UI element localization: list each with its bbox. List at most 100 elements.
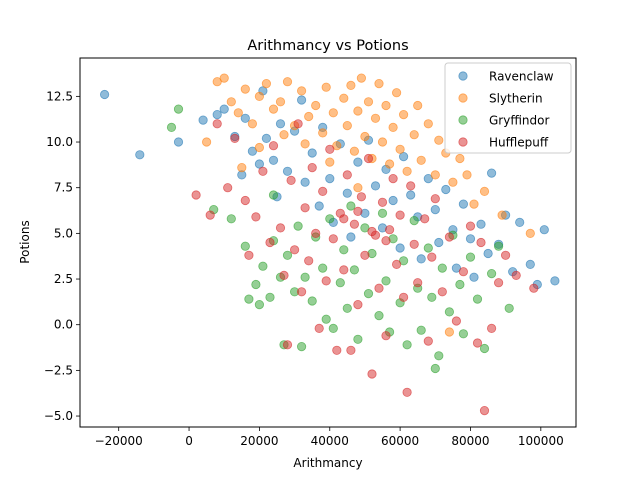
point-gryffindor-25 [339,245,349,255]
point-gryffindor-46 [430,363,440,374]
point-hufflepuff-20 [307,163,317,173]
point-ravenclaw-34 [388,195,398,206]
y-axis: −5.0 −2.5 0.0 2.5 5.0 7.5 10.0 12.5 [44,89,80,423]
point-hufflepuff-68 [339,214,349,224]
point-hufflepuff-49 [409,239,419,249]
point-slytherin-35 [391,88,402,98]
point-slytherin-5 [240,84,250,94]
point-gryffindor-58 [504,303,514,313]
point-ravenclaw-16 [282,166,293,176]
point-ravenclaw-5 [219,104,229,114]
point-hufflepuff-62 [479,405,490,416]
point-hufflepuff-8 [258,166,268,176]
point-gryffindor-26 [342,303,352,313]
x-axis: −20000 0 20000 40000 60000 80000 100000 [95,427,564,448]
point-hufflepuff-56 [444,232,454,242]
legend-marker-ravenclaw [458,71,468,81]
point-hufflepuff-43 [388,174,398,184]
point-hufflepuff-0 [191,190,201,200]
point-slytherin-51 [497,210,507,220]
point-ravenclaw-56 [525,259,535,269]
point-hufflepuff-5 [240,195,250,206]
point-slytherin-59 [237,163,247,173]
point-gryffindor-45 [427,292,437,302]
point-ravenclaw-36 [398,152,409,162]
point-gryffindor-6 [251,279,261,290]
point-ravenclaw-2 [173,137,184,147]
point-hufflepuff-48 [406,181,416,191]
point-gryffindor-49 [444,307,454,317]
y-tick-label: −2.5 [44,363,73,377]
point-hufflepuff-2 [212,119,222,129]
point-hufflepuff-60 [472,338,483,348]
point-ravenclaw-47 [465,234,476,244]
point-hufflepuff-18 [300,203,310,213]
x-axis-label: Arithmancy [293,456,362,470]
point-gryffindor-15 [293,221,303,231]
point-slytherin-29 [370,113,381,123]
point-hufflepuff-27 [332,345,342,355]
point-slytherin-43 [430,170,440,180]
point-gryffindor-21 [321,314,331,324]
point-gryffindor-4 [240,241,250,251]
point-gryffindor-1 [166,122,177,133]
point-ravenclaw-20 [307,148,317,158]
point-slytherin-41 [416,155,426,165]
x-tick-label: 20000 [240,434,278,448]
point-ravenclaw-15 [275,119,286,129]
point-hufflepuff-42 [384,225,395,235]
point-gryffindor-48 [437,263,447,273]
point-hufflepuff-6 [244,250,254,260]
point-hufflepuff-34 [356,192,366,202]
point-ravenclaw-55 [515,217,525,227]
point-slytherin-9 [268,104,279,114]
legend-label-hufflepuff: Hufflepuff [489,136,549,150]
point-gryffindor-35 [381,276,391,286]
point-gryffindor-0 [173,104,184,114]
point-slytherin-27 [363,97,374,107]
x-tick-label: −20000 [95,434,143,448]
plot-frame [79,57,577,428]
point-slytherin-21 [342,121,352,131]
point-slytherin-23 [349,146,359,156]
point-ravenclaw-0 [100,89,110,100]
point-hufflepuff-61 [476,237,486,248]
point-hufflepuff-66 [511,270,521,280]
point-hufflepuff-14 [286,175,296,185]
point-slytherin-2 [219,73,229,83]
point-hufflepuff-53 [427,252,437,262]
legend-frame [444,62,572,154]
y-axis-label: Potions [18,220,32,263]
point-slytherin-50 [479,186,490,196]
x-tick-label: 40000 [311,434,349,448]
point-hufflepuff-31 [346,345,356,355]
point-hufflepuff-22 [314,323,324,333]
point-hufflepuff-4 [230,133,240,143]
point-slytherin-39 [409,130,419,140]
point-ravenclaw-26 [342,188,352,198]
point-gryffindor-54 [472,294,483,304]
point-slytherin-15 [311,100,321,111]
point-gryffindor-56 [486,268,497,279]
point-hufflepuff-35 [360,250,370,260]
point-gryffindor-9 [265,292,275,302]
point-hufflepuff-36 [363,153,374,164]
point-slytherin-44 [434,135,444,145]
point-slytherin-7 [254,91,264,102]
point-ravenclaw-39 [416,254,426,264]
point-hufflepuff-17 [296,287,307,297]
point-ravenclaw-46 [458,199,468,209]
point-slytherin-54 [353,183,363,193]
point-slytherin-14 [304,111,314,122]
point-slytherin-42 [423,119,433,129]
point-ravenclaw-40 [423,174,433,184]
point-gryffindor-5 [244,294,254,304]
point-slytherin-53 [444,327,454,337]
point-ravenclaw-50 [483,248,493,259]
point-hufflepuff-1 [205,210,215,220]
point-gryffindor-17 [300,272,310,282]
point-gryffindor-43 [416,325,426,335]
point-hufflepuff-23 [318,186,328,196]
point-hufflepuff-67 [529,283,539,293]
point-slytherin-8 [261,79,271,89]
